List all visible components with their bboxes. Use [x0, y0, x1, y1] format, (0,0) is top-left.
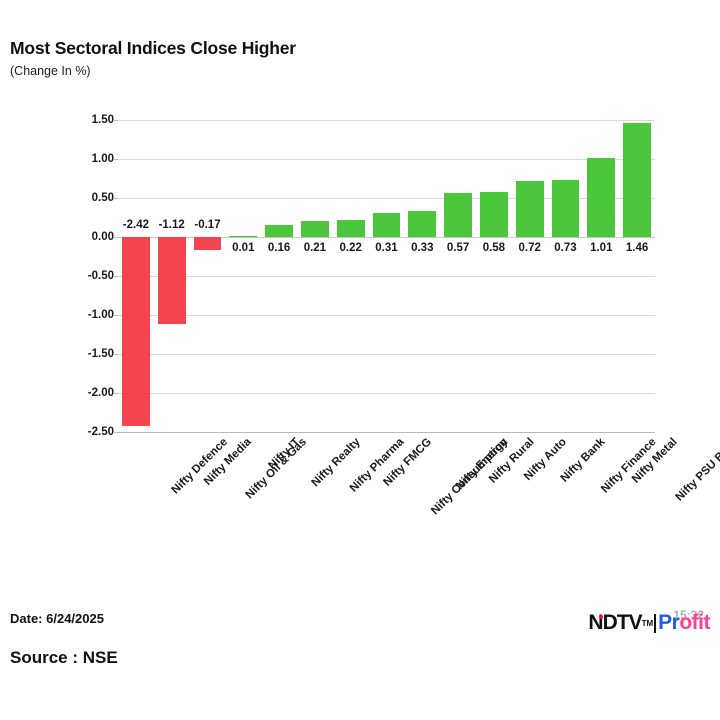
y-axis-tick-mark	[113, 393, 118, 394]
bar[interactable]	[587, 158, 616, 237]
source-label: Source : NSE	[10, 648, 118, 667]
bar-item[interactable]: 0.01	[229, 120, 258, 432]
bar-item[interactable]: 0.73	[551, 120, 580, 432]
bar[interactable]	[229, 236, 258, 237]
gridline	[118, 276, 655, 277]
y-axis-tick-label: -1.50	[87, 348, 114, 360]
bar-value-label: 0.57	[446, 242, 470, 254]
bar-value-label: 0.22	[339, 242, 362, 254]
bar-item[interactable]: -0.17	[193, 120, 222, 432]
bar-value-label: -0.17	[194, 219, 221, 231]
y-axis-tick-mark	[113, 315, 118, 316]
y-axis-tick-mark	[113, 237, 118, 238]
date-label: Date: 6/24/2025	[10, 611, 104, 626]
chart-subtitle: (Change In %)	[10, 64, 91, 78]
y-axis-tick-mark	[113, 354, 118, 355]
bar[interactable]	[157, 237, 186, 325]
bar-item[interactable]: 1.46	[623, 120, 652, 432]
page-title: Most Sectoral Indices Close Higher	[10, 38, 296, 58]
chart-plot-area: 1.50 1.00 0.50 0.00 -0.50 -1.00 -1.50 -2.00 -2.5…	[52, 114, 720, 546]
chart-header: Most Sectoral Indices Close Higher (Chan…	[10, 38, 296, 78]
y-axis-tick-mark	[113, 198, 118, 199]
y-axis-tick-label: 1.00	[91, 153, 114, 165]
bar-value-label: 1.01	[590, 242, 613, 254]
gridline	[118, 315, 655, 316]
gridline	[118, 198, 655, 199]
y-axis-tick-mark	[113, 276, 118, 277]
bar-value-label: 0.58	[482, 242, 506, 254]
timestamp-watermark: 15:32	[673, 608, 704, 622]
bar-value-label: 1.46	[625, 242, 649, 254]
bar[interactable]	[372, 212, 401, 237]
logo-profit-pr: Pr	[658, 611, 680, 634]
x-axis-tick-label: Nifty PSU Bank	[673, 436, 720, 504]
bar[interactable]	[300, 220, 329, 237]
bar[interactable]	[121, 237, 150, 426]
y-axis-tick-label: -2.00	[87, 387, 114, 399]
gridline	[118, 237, 655, 238]
bar-item[interactable]: 1.01	[587, 120, 616, 432]
bar-value-label: 0.21	[303, 242, 327, 254]
logo-trademark-text: TM	[641, 618, 654, 628]
bar-item[interactable]: 0.72	[515, 120, 544, 432]
bar-item[interactable]: -2.42	[121, 120, 150, 432]
bar[interactable]	[265, 224, 294, 237]
bar[interactable]	[551, 180, 580, 237]
bar-item[interactable]: 0.33	[408, 120, 437, 432]
y-axis: 1.50 1.00 0.50 0.00 -0.50 -1.00 -1.50 -2.00 -2.5…	[52, 114, 114, 438]
bar-item[interactable]: -1.12	[157, 120, 186, 432]
bar-item[interactable]: 0.21	[300, 120, 329, 432]
bar[interactable]	[408, 211, 437, 237]
bar[interactable]	[623, 123, 652, 237]
bar-value-label: 0.31	[375, 242, 398, 254]
bar[interactable]	[444, 192, 473, 237]
bar-series: -2.42 -1.12 -0.17 0.01 0.16 0.21 0.22 0.31 0.33 0…	[118, 120, 655, 432]
logo-red-dot-icon	[599, 615, 604, 619]
x-axis-line	[118, 432, 655, 433]
bar-item[interactable]: 0.57	[444, 120, 473, 432]
logo-ndtv-text: NDTV	[588, 611, 642, 635]
bar-value-label: 0.33	[411, 242, 434, 254]
bar-value-label: -2.42	[122, 219, 149, 231]
gridline	[118, 120, 655, 121]
y-axis-tick-label: 0.00	[91, 231, 114, 243]
bar-value-label: 0.73	[554, 242, 577, 254]
y-axis-tick-label: -1.00	[87, 309, 114, 321]
bar-value-label: 0.72	[518, 242, 541, 254]
gridline	[118, 159, 655, 160]
bar[interactable]	[479, 191, 508, 237]
x-axis-labels: Nifty Defence Nifty Media Nifty Oil & Gas N…	[118, 436, 720, 546]
bar-item[interactable]: 0.16	[265, 120, 294, 432]
ndtv-profit-logo: NDTV TM Pr ofit	[588, 610, 710, 636]
bar[interactable]	[193, 237, 222, 251]
logo-profit-ofit: ofit	[679, 611, 710, 634]
y-axis-tick-mark	[113, 120, 118, 121]
logo-ndtv-word: NDTV	[588, 611, 642, 634]
bar-item[interactable]: 0.31	[372, 120, 401, 432]
bar-value-label: 0.01	[232, 242, 255, 254]
y-axis-tick-mark	[113, 159, 118, 160]
y-axis-tick-label: -0.50	[87, 270, 114, 282]
y-axis-tick-mark	[113, 432, 118, 433]
bar-value-label: -1.12	[158, 219, 185, 231]
gridline	[118, 393, 655, 394]
bar-item[interactable]: 0.22	[336, 120, 365, 432]
bar[interactable]	[336, 219, 365, 237]
bar-item[interactable]: 0.58	[479, 120, 508, 432]
bar-value-label: 0.16	[267, 242, 291, 254]
bar[interactable]	[515, 180, 544, 237]
gridline	[118, 354, 655, 355]
y-axis-tick-label: 1.50	[91, 114, 114, 126]
y-axis-tick-label: -2.50	[87, 426, 114, 438]
logo-divider	[654, 613, 657, 633]
y-axis-tick-label: 0.50	[91, 192, 114, 204]
